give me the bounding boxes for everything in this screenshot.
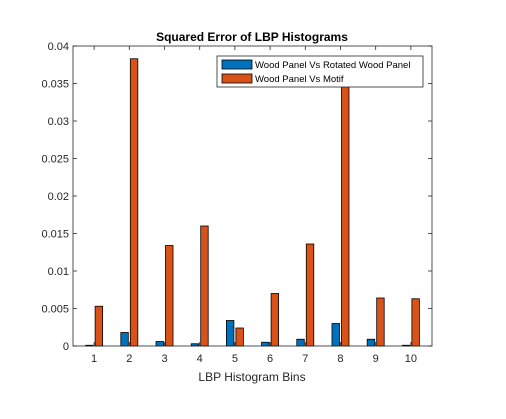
bar-series-1-bin-5 xyxy=(225,320,235,347)
x-tick-label: 4 xyxy=(197,353,203,365)
bars-layer xyxy=(85,58,420,347)
y-tick-label: 0.03 xyxy=(48,116,69,128)
bar-series-1-bin-2 xyxy=(120,332,129,347)
bar-series-2-bin-1 xyxy=(94,305,104,347)
bar-series-2-bin-3 xyxy=(165,245,174,347)
bar-series-2-bin-4 xyxy=(200,225,209,347)
bar-series-2-bin-9 xyxy=(376,297,385,347)
bar-series-2-bin-2 xyxy=(129,58,139,347)
bar-series-1-bin-3 xyxy=(155,341,164,347)
bar-series-2-bin-10 xyxy=(411,298,420,347)
legend-label-series-2: Wood Panel Vs Motif xyxy=(255,74,344,85)
y-tick-label: 0.025 xyxy=(41,154,69,166)
y-tick-label: 0.02 xyxy=(48,191,69,203)
bar-series-2-bin-8 xyxy=(341,68,350,347)
x-tick-label: 10 xyxy=(405,353,417,365)
bar-series-1-bin-6 xyxy=(261,341,270,347)
x-tick-label: 8 xyxy=(337,353,343,365)
x-tick-label: 6 xyxy=(267,353,273,365)
x-tick-label: 3 xyxy=(161,353,167,365)
x-tick-label: 9 xyxy=(373,353,379,365)
bar-series-2-bin-7 xyxy=(305,243,315,347)
axes-layer: 0 0.005 0.01 0.015 0.02 0.025 0.03 0.035 0.04 1 2 3… xyxy=(41,41,433,365)
x-tick-label: 5 xyxy=(232,353,238,365)
legend-swatch-series-1 xyxy=(221,59,253,70)
bar-series-1-bin-9 xyxy=(366,338,376,347)
bar-series-2-bin-5 xyxy=(235,327,244,347)
y-tick-label: 0.035 xyxy=(41,79,69,91)
bar-series-1-bin-8 xyxy=(331,323,340,347)
y-tick-label: 0.005 xyxy=(41,304,69,316)
legend-label-series-1: Wood Panel Vs Rotated Wood Panel xyxy=(255,60,410,71)
y-tick-label: 0.01 xyxy=(48,266,69,278)
x-axis-label: LBP Histogram Bins xyxy=(198,370,305,384)
x-tick-label: 1 xyxy=(91,353,97,365)
bar-series-2-bin-6 xyxy=(270,293,280,347)
y-tick-label: 0 xyxy=(63,341,69,353)
x-tick-label: 2 xyxy=(126,353,132,365)
y-tick-label: 0.04 xyxy=(48,41,69,53)
legend: Wood Panel Vs Rotated Wood Panel Wood Pa… xyxy=(216,55,424,88)
chart-title: Squared Error of LBP Histograms xyxy=(156,30,348,44)
bar-series-1-bin-7 xyxy=(296,338,305,347)
x-tick-label: 7 xyxy=(302,353,308,365)
legend-swatch-series-2 xyxy=(221,73,253,84)
y-tick-label: 0.015 xyxy=(41,229,69,241)
